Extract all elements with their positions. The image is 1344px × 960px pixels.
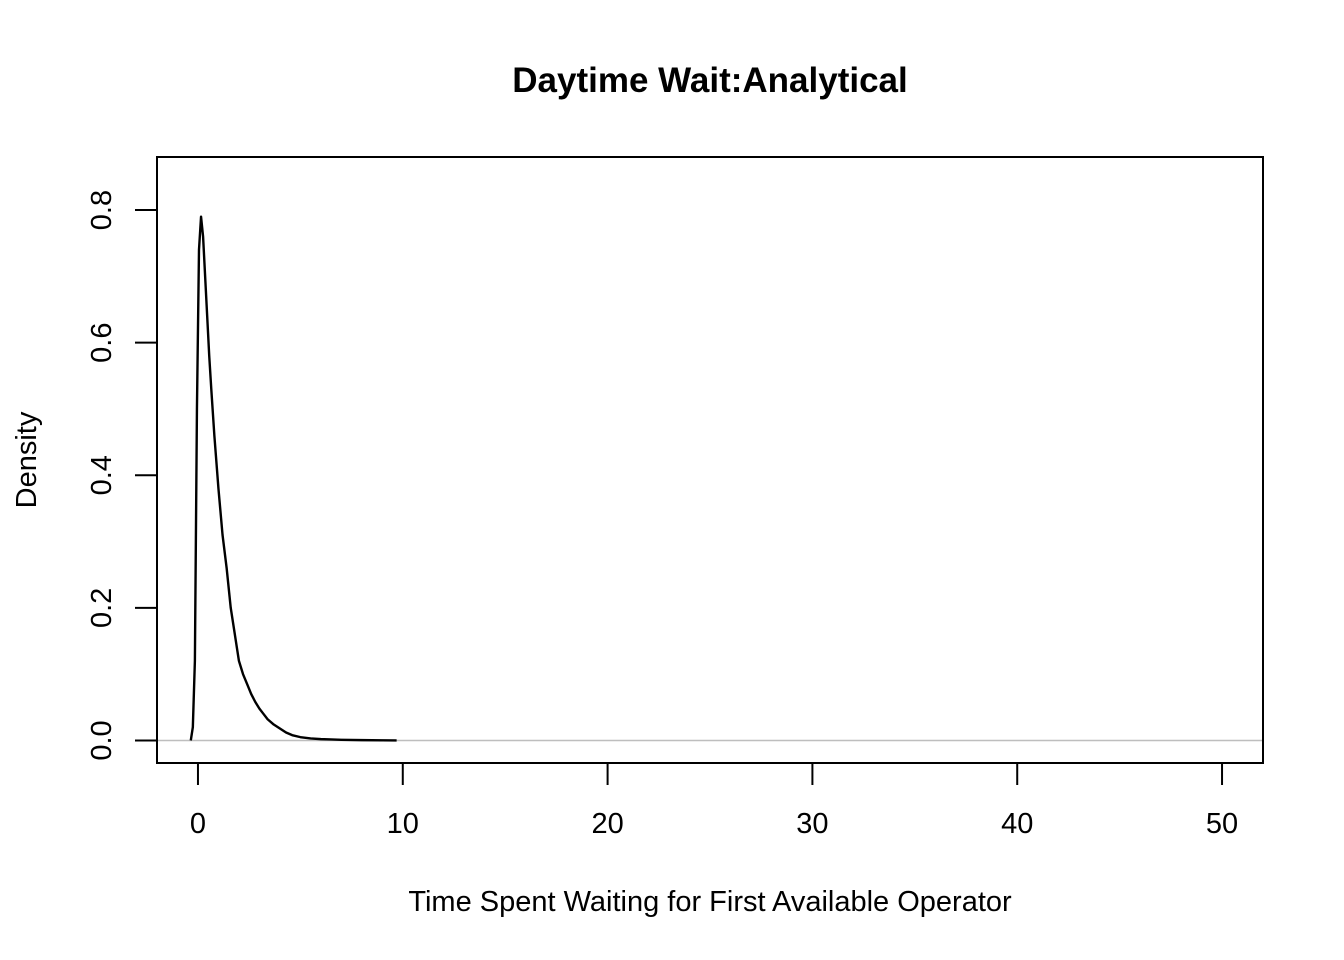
density-curve <box>189 215 397 742</box>
y-axis: 0.0 0.2 0.4 0.6 0.8 <box>86 190 158 761</box>
x-tick-label: 0 <box>190 808 206 840</box>
x-tick-label: 30 <box>796 808 828 840</box>
x-axis: 0 10 20 30 40 50 <box>190 762 1238 840</box>
y-axis-title: Density <box>11 411 43 508</box>
x-tick-label: 20 <box>591 808 623 840</box>
y-tick-label: 0.0 <box>86 720 118 760</box>
x-tick-label: 40 <box>1001 808 1033 840</box>
y-tick-label: 0.4 <box>86 455 118 495</box>
chart-title: Daytime Wait:Analytical <box>512 61 907 100</box>
x-axis-title: Time Spent Waiting for First Available O… <box>408 886 1012 918</box>
y-tick-label: 0.6 <box>86 322 118 362</box>
y-tick-label: 0.8 <box>86 190 118 230</box>
x-tick-label: 50 <box>1206 808 1238 840</box>
x-tick-label: 10 <box>387 808 419 840</box>
y-tick-label: 0.2 <box>86 588 118 628</box>
plot-frame <box>156 156 1264 764</box>
